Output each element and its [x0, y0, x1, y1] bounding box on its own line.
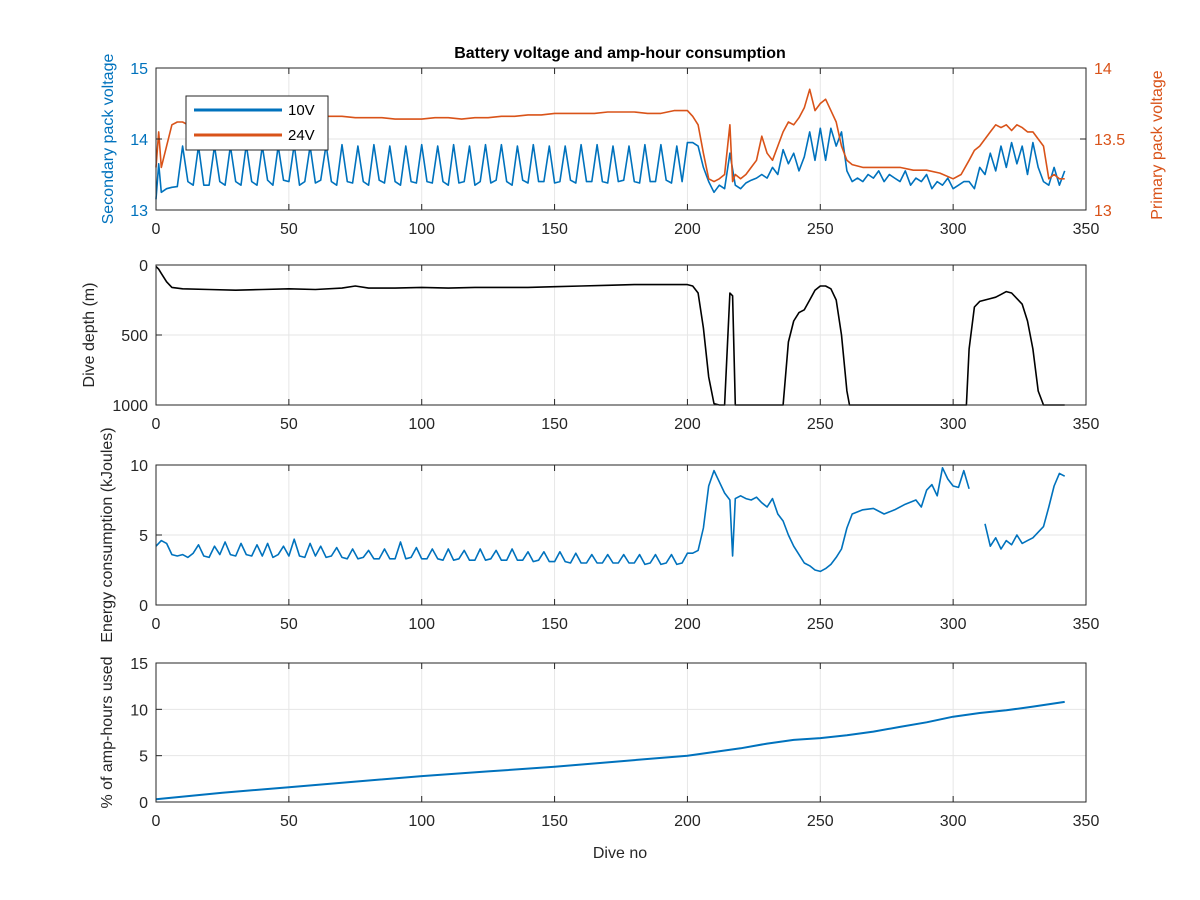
depth-y-label: Dive depth (m)	[81, 283, 98, 388]
x-tick-label: 350	[1073, 813, 1100, 830]
x-tick-label: 200	[674, 616, 701, 633]
x-tick-label: 250	[807, 813, 834, 830]
y-tick-label: 14	[130, 132, 148, 149]
energy-y-ticks: 0 5 10	[130, 458, 162, 615]
depth-panel: 0 50 100 150 200 250 300 350 0 500 1000 Dive dept…	[81, 258, 1099, 433]
x-tick-label: 0	[152, 221, 161, 238]
voltage-right-y-label: Primary pack voltage	[1149, 70, 1166, 219]
energy-panel: 0 50 100 150 200 250 300 350 0 5 10 Energy consum…	[99, 427, 1099, 642]
x-tick-label: 100	[408, 221, 435, 238]
x-tick-label: 150	[541, 616, 568, 633]
x-tick-label: 150	[541, 416, 568, 433]
x-tick-label: 50	[280, 813, 298, 830]
right-y-tick-label: 14	[1094, 61, 1112, 78]
voltage-legend: 10V 24V	[185, 95, 329, 151]
x-tick-label: 50	[280, 616, 298, 633]
depth-x-ticks: 0 50 100 150 200 250 300 350	[152, 265, 1100, 433]
y-tick-label: 0	[139, 795, 148, 812]
x-tick-label: 100	[408, 813, 435, 830]
x-axis-label: Dive no	[593, 845, 647, 862]
y-tick-label: 15	[130, 61, 148, 78]
x-tick-label: 150	[541, 813, 568, 830]
x-tick-label: 50	[280, 416, 298, 433]
energy-series	[155, 467, 1066, 573]
amphours-panel: 0 50 100 150 200 250 300 350 0 5 10 15 % of amp-ho…	[99, 656, 1099, 830]
amphours-y-ticks: 0 5 10 15	[130, 656, 162, 812]
voltage-right-y-ticks: 13 13.5 14	[1080, 61, 1125, 220]
right-y-tick-label: 13	[1094, 203, 1112, 220]
x-tick-label: 300	[940, 813, 967, 830]
y-tick-label: 10	[130, 458, 148, 475]
y-tick-label: 5	[139, 749, 148, 766]
x-tick-label: 300	[940, 616, 967, 633]
y-tick-label: 0	[139, 258, 148, 275]
voltage-left-y-label: Secondary pack voltage	[100, 54, 117, 225]
voltage-panel: 0 50 100 150 200 250 300 350 13 14 15 13 13.5 14 Se…	[100, 54, 1166, 238]
amphours-y-label: % of amp-hours used	[99, 656, 116, 808]
x-tick-label: 250	[807, 616, 834, 633]
chart-title: Battery voltage and amp-hour consumption	[454, 45, 786, 62]
x-tick-label: 100	[408, 616, 435, 633]
amphours-x-ticks: 0 50 100 150 200 250 300 350	[152, 663, 1100, 830]
energy-x-ticks: 0 50 100 150 200 250 300 350	[152, 465, 1100, 633]
x-tick-label: 250	[807, 221, 834, 238]
amphours-axes-box	[155, 662, 1087, 803]
x-tick-label: 350	[1073, 416, 1100, 433]
x-tick-label: 200	[674, 813, 701, 830]
x-tick-label: 0	[152, 416, 161, 433]
y-tick-label: 15	[130, 656, 148, 673]
x-tick-label: 200	[674, 416, 701, 433]
legend-label-24v: 24V	[288, 127, 315, 144]
x-tick-label: 350	[1073, 221, 1100, 238]
x-tick-label: 150	[541, 221, 568, 238]
voltage-left-y-ticks: 13 14 15	[130, 61, 162, 220]
y-tick-label: 10	[130, 702, 148, 719]
right-y-tick-label: 13.5	[1094, 132, 1125, 149]
x-tick-label: 300	[940, 221, 967, 238]
x-tick-label: 350	[1073, 616, 1100, 633]
amphours-series	[155, 700, 1065, 801]
energy-y-label: Energy consumption (kJoules)	[99, 427, 116, 642]
y-tick-label: 0	[139, 598, 148, 615]
x-tick-label: 0	[152, 616, 161, 633]
x-tick-label: 200	[674, 221, 701, 238]
x-tick-label: 250	[807, 416, 834, 433]
y-tick-label: 5	[139, 528, 148, 545]
amphours-line	[155, 700, 1065, 801]
y-tick-label: 500	[121, 328, 148, 345]
x-tick-label: 100	[408, 416, 435, 433]
energy-line	[155, 467, 1066, 573]
depth-y-ticks: 0 500 1000	[112, 258, 162, 415]
series-10v	[155, 127, 1066, 200]
y-tick-label: 13	[130, 203, 148, 220]
y-tick-label: 1000	[112, 398, 148, 415]
voltage-x-ticks: 0 50 100 150 200 250 300 350	[152, 68, 1100, 238]
x-tick-label: 300	[940, 416, 967, 433]
x-tick-label: 0	[152, 813, 161, 830]
legend-box	[185, 95, 329, 151]
legend-label-10v: 10V	[288, 102, 315, 119]
x-tick-label: 50	[280, 221, 298, 238]
